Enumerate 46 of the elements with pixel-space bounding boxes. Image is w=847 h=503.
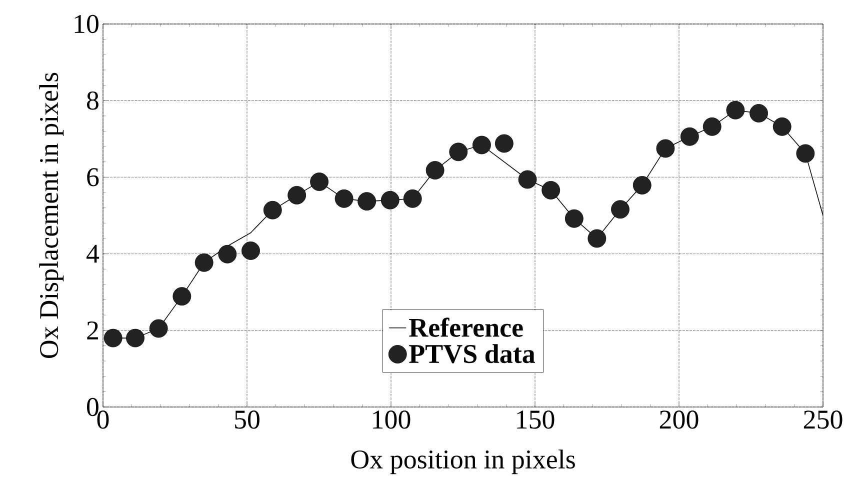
x-tick-label: 200 [660, 410, 698, 429]
point [449, 142, 468, 162]
point [288, 186, 306, 204]
x-axis-title: Ox position in pixels [351, 450, 575, 474]
point [472, 136, 491, 154]
x-tick-label: 150 [517, 410, 554, 429]
x-tick-label: 50 [235, 410, 260, 429]
x-tick-label: 100 [373, 410, 410, 429]
point [726, 100, 745, 120]
point [680, 127, 699, 146]
y-tick-label: 10 [74, 14, 98, 34]
point [702, 117, 722, 136]
point [172, 287, 192, 306]
point [149, 319, 168, 338]
y-axis-title: Ox Displacement in pixels [39, 72, 64, 358]
point [218, 244, 237, 264]
point [263, 200, 282, 220]
point [518, 170, 537, 189]
point [334, 189, 354, 208]
point [588, 229, 606, 248]
y-tick-label: 4 [86, 244, 100, 263]
point [380, 190, 400, 210]
point [611, 200, 630, 219]
point [750, 104, 768, 122]
y-tick-label: 6 [87, 168, 99, 186]
y-tick-label: 2 [87, 321, 98, 340]
legend-label: PTVS data [409, 344, 535, 364]
point [426, 161, 444, 180]
y-tick-label: 0 [87, 398, 98, 416]
legend-label: Reference [409, 318, 523, 337]
point [564, 209, 584, 228]
point [772, 117, 792, 136]
point [104, 328, 122, 348]
point [494, 134, 514, 153]
point [126, 328, 144, 348]
point [656, 139, 675, 158]
y-tick-label: 8 [87, 91, 98, 110]
x-tick-label: 250 [804, 410, 842, 429]
point [310, 172, 328, 191]
point [632, 176, 652, 194]
point [796, 144, 815, 163]
point [403, 189, 422, 208]
point [542, 181, 560, 200]
point [242, 242, 260, 260]
point [194, 253, 214, 272]
point [358, 192, 376, 211]
